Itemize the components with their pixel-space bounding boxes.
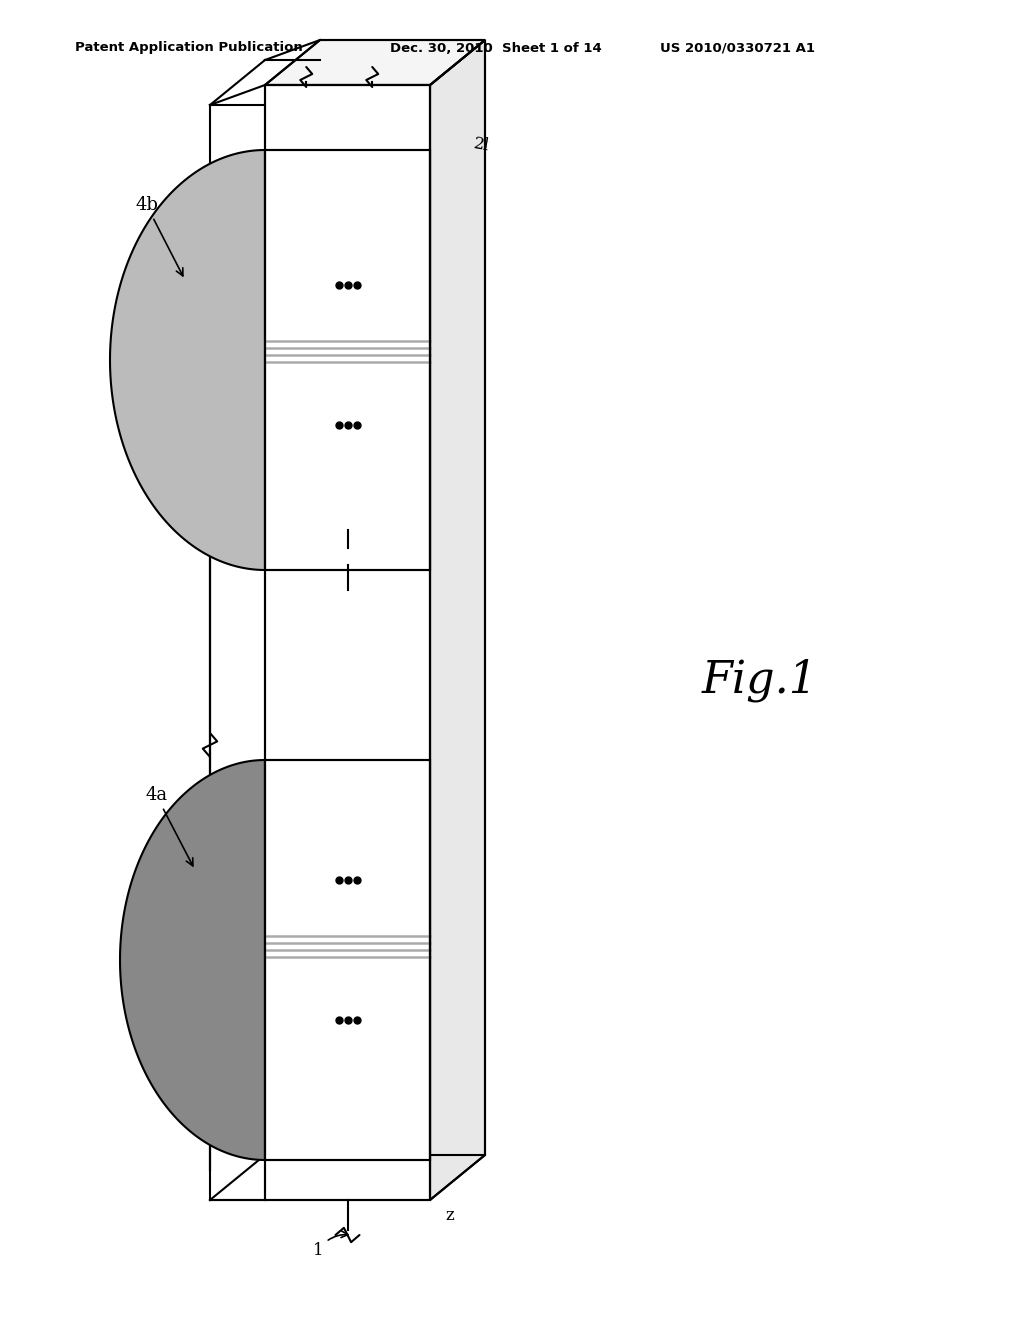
Polygon shape <box>120 760 265 1160</box>
Polygon shape <box>265 40 485 84</box>
Text: 1: 1 <box>312 1230 348 1259</box>
Text: Patent Application Publication: Patent Application Publication <box>75 41 303 54</box>
Text: 2l: 2l <box>472 135 492 154</box>
Bar <box>265 760 430 1160</box>
Bar <box>265 150 430 570</box>
Text: US 2010/0330721 A1: US 2010/0330721 A1 <box>660 41 815 54</box>
Text: Fig.1: Fig.1 <box>701 659 818 702</box>
Bar <box>265 150 430 570</box>
Bar <box>265 760 430 1160</box>
Text: z: z <box>445 1206 454 1224</box>
Text: 4a: 4a <box>145 785 193 866</box>
Text: 4b: 4b <box>135 195 183 276</box>
Bar <box>265 84 430 1200</box>
Polygon shape <box>110 150 265 570</box>
Bar <box>265 84 430 1200</box>
Polygon shape <box>430 40 485 1200</box>
Text: Dec. 30, 2010  Sheet 1 of 14: Dec. 30, 2010 Sheet 1 of 14 <box>390 41 602 54</box>
